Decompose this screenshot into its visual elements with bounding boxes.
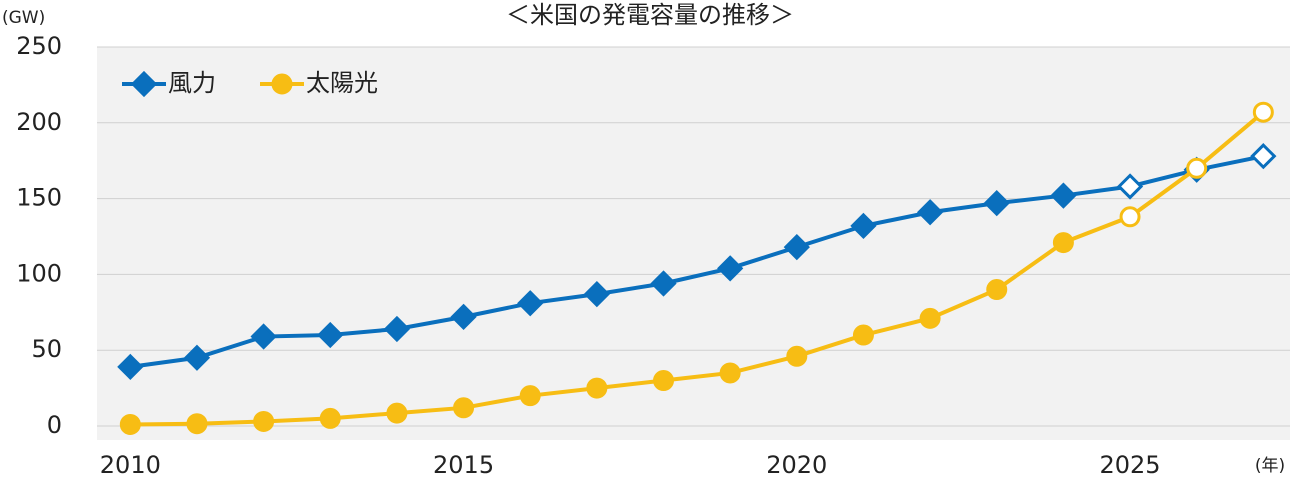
marker — [186, 413, 208, 435]
marker — [1119, 206, 1141, 228]
marker — [386, 402, 408, 424]
y-tick-label: 0 — [47, 411, 62, 439]
marker — [1186, 157, 1208, 179]
marker — [453, 397, 475, 419]
marker — [986, 279, 1008, 301]
marker — [783, 233, 810, 261]
marker — [317, 321, 344, 349]
marker — [1052, 232, 1074, 254]
marker — [786, 345, 808, 367]
y-axis-label: (GW) — [2, 8, 45, 28]
marker — [519, 385, 541, 407]
marker — [319, 407, 341, 429]
x-axis-label: (年) — [1255, 456, 1285, 476]
marker — [1050, 182, 1077, 209]
x-tick-label: 2015 — [433, 451, 494, 479]
y-tick-label: 50 — [31, 335, 62, 363]
legend-label: 太陽光 — [306, 69, 378, 97]
marker — [852, 324, 874, 346]
x-tick-label: 2020 — [766, 451, 827, 479]
series-line — [130, 110, 1265, 427]
plot-background — [97, 47, 1290, 440]
y-tick-label: 200 — [16, 108, 62, 136]
marker — [1250, 143, 1277, 170]
marker — [250, 323, 277, 350]
marker — [183, 344, 211, 371]
legend-label: 風力 — [168, 69, 216, 97]
y-tick-label: 250 — [16, 32, 62, 60]
marker — [383, 315, 411, 343]
marker — [450, 303, 477, 330]
marker — [919, 307, 941, 329]
marker — [271, 73, 293, 95]
marker — [130, 70, 158, 98]
legend-item: 風力 — [122, 69, 216, 98]
x-tick-label: 2025 — [1100, 451, 1161, 479]
marker — [583, 280, 610, 308]
marker — [850, 212, 877, 240]
y-tick-label: 100 — [16, 259, 62, 287]
marker — [719, 362, 741, 384]
marker — [650, 270, 677, 297]
marker — [253, 410, 275, 432]
marker — [653, 370, 675, 392]
x-tick-label: 2010 — [100, 451, 161, 479]
y-tick-label: 150 — [16, 184, 62, 212]
marker — [983, 190, 1010, 217]
marker — [1252, 101, 1274, 123]
legend-item: 太陽光 — [260, 69, 378, 97]
marker — [1116, 173, 1144, 200]
marker — [119, 413, 141, 435]
chart-title: ＜米国の発電容量の推移＞ — [506, 1, 794, 29]
marker — [117, 353, 144, 380]
marker — [916, 199, 944, 226]
marker — [586, 377, 608, 399]
marker — [717, 255, 744, 282]
marker — [517, 290, 544, 317]
